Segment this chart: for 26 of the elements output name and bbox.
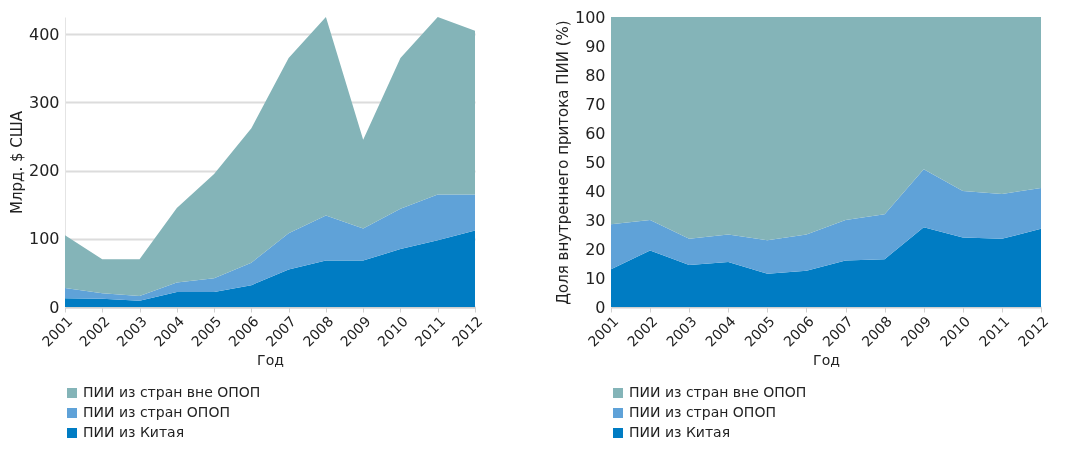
- y-tick-label: 10: [585, 268, 606, 288]
- x-axis-title: Год: [257, 351, 284, 368]
- legend-label: ПИИ из стран вне ОПОП: [629, 384, 807, 400]
- y-tick-label: 100: [574, 7, 606, 27]
- legend-label: ПИИ из стран вне ОПОП: [83, 384, 261, 400]
- y-tick-label: 30: [585, 210, 606, 230]
- y-tick-label: 70: [585, 94, 606, 114]
- y-axis-title: Доля внутреннего притока ПИИ (%): [553, 20, 572, 305]
- y-tick-label: 300: [28, 92, 60, 112]
- x-axis-title: Год: [813, 351, 840, 368]
- y-tick-label: 20: [585, 239, 606, 259]
- y-tick-label: 60: [585, 123, 606, 143]
- y-tick-label: 0: [49, 297, 60, 317]
- legend-label: ПИИ из Китая: [629, 424, 731, 440]
- legend-label: ПИИ из Китая: [83, 424, 185, 440]
- y-tick-label: 40: [585, 181, 606, 201]
- y-tick-label: 200: [28, 161, 60, 181]
- y-tick-label: 100: [28, 229, 60, 249]
- y-tick-label: 80: [585, 65, 606, 85]
- y-tick-label: 400: [28, 24, 60, 44]
- legend-label: ПИИ из стран ОПОП: [83, 404, 230, 420]
- y-tick-label: 90: [585, 36, 606, 56]
- y-axis-title: Млрд. $ США: [7, 110, 26, 215]
- y-tick-label: 0: [595, 297, 606, 317]
- legend-label: ПИИ из стран ОПОП: [629, 404, 776, 420]
- y-tick-label: 50: [585, 152, 606, 172]
